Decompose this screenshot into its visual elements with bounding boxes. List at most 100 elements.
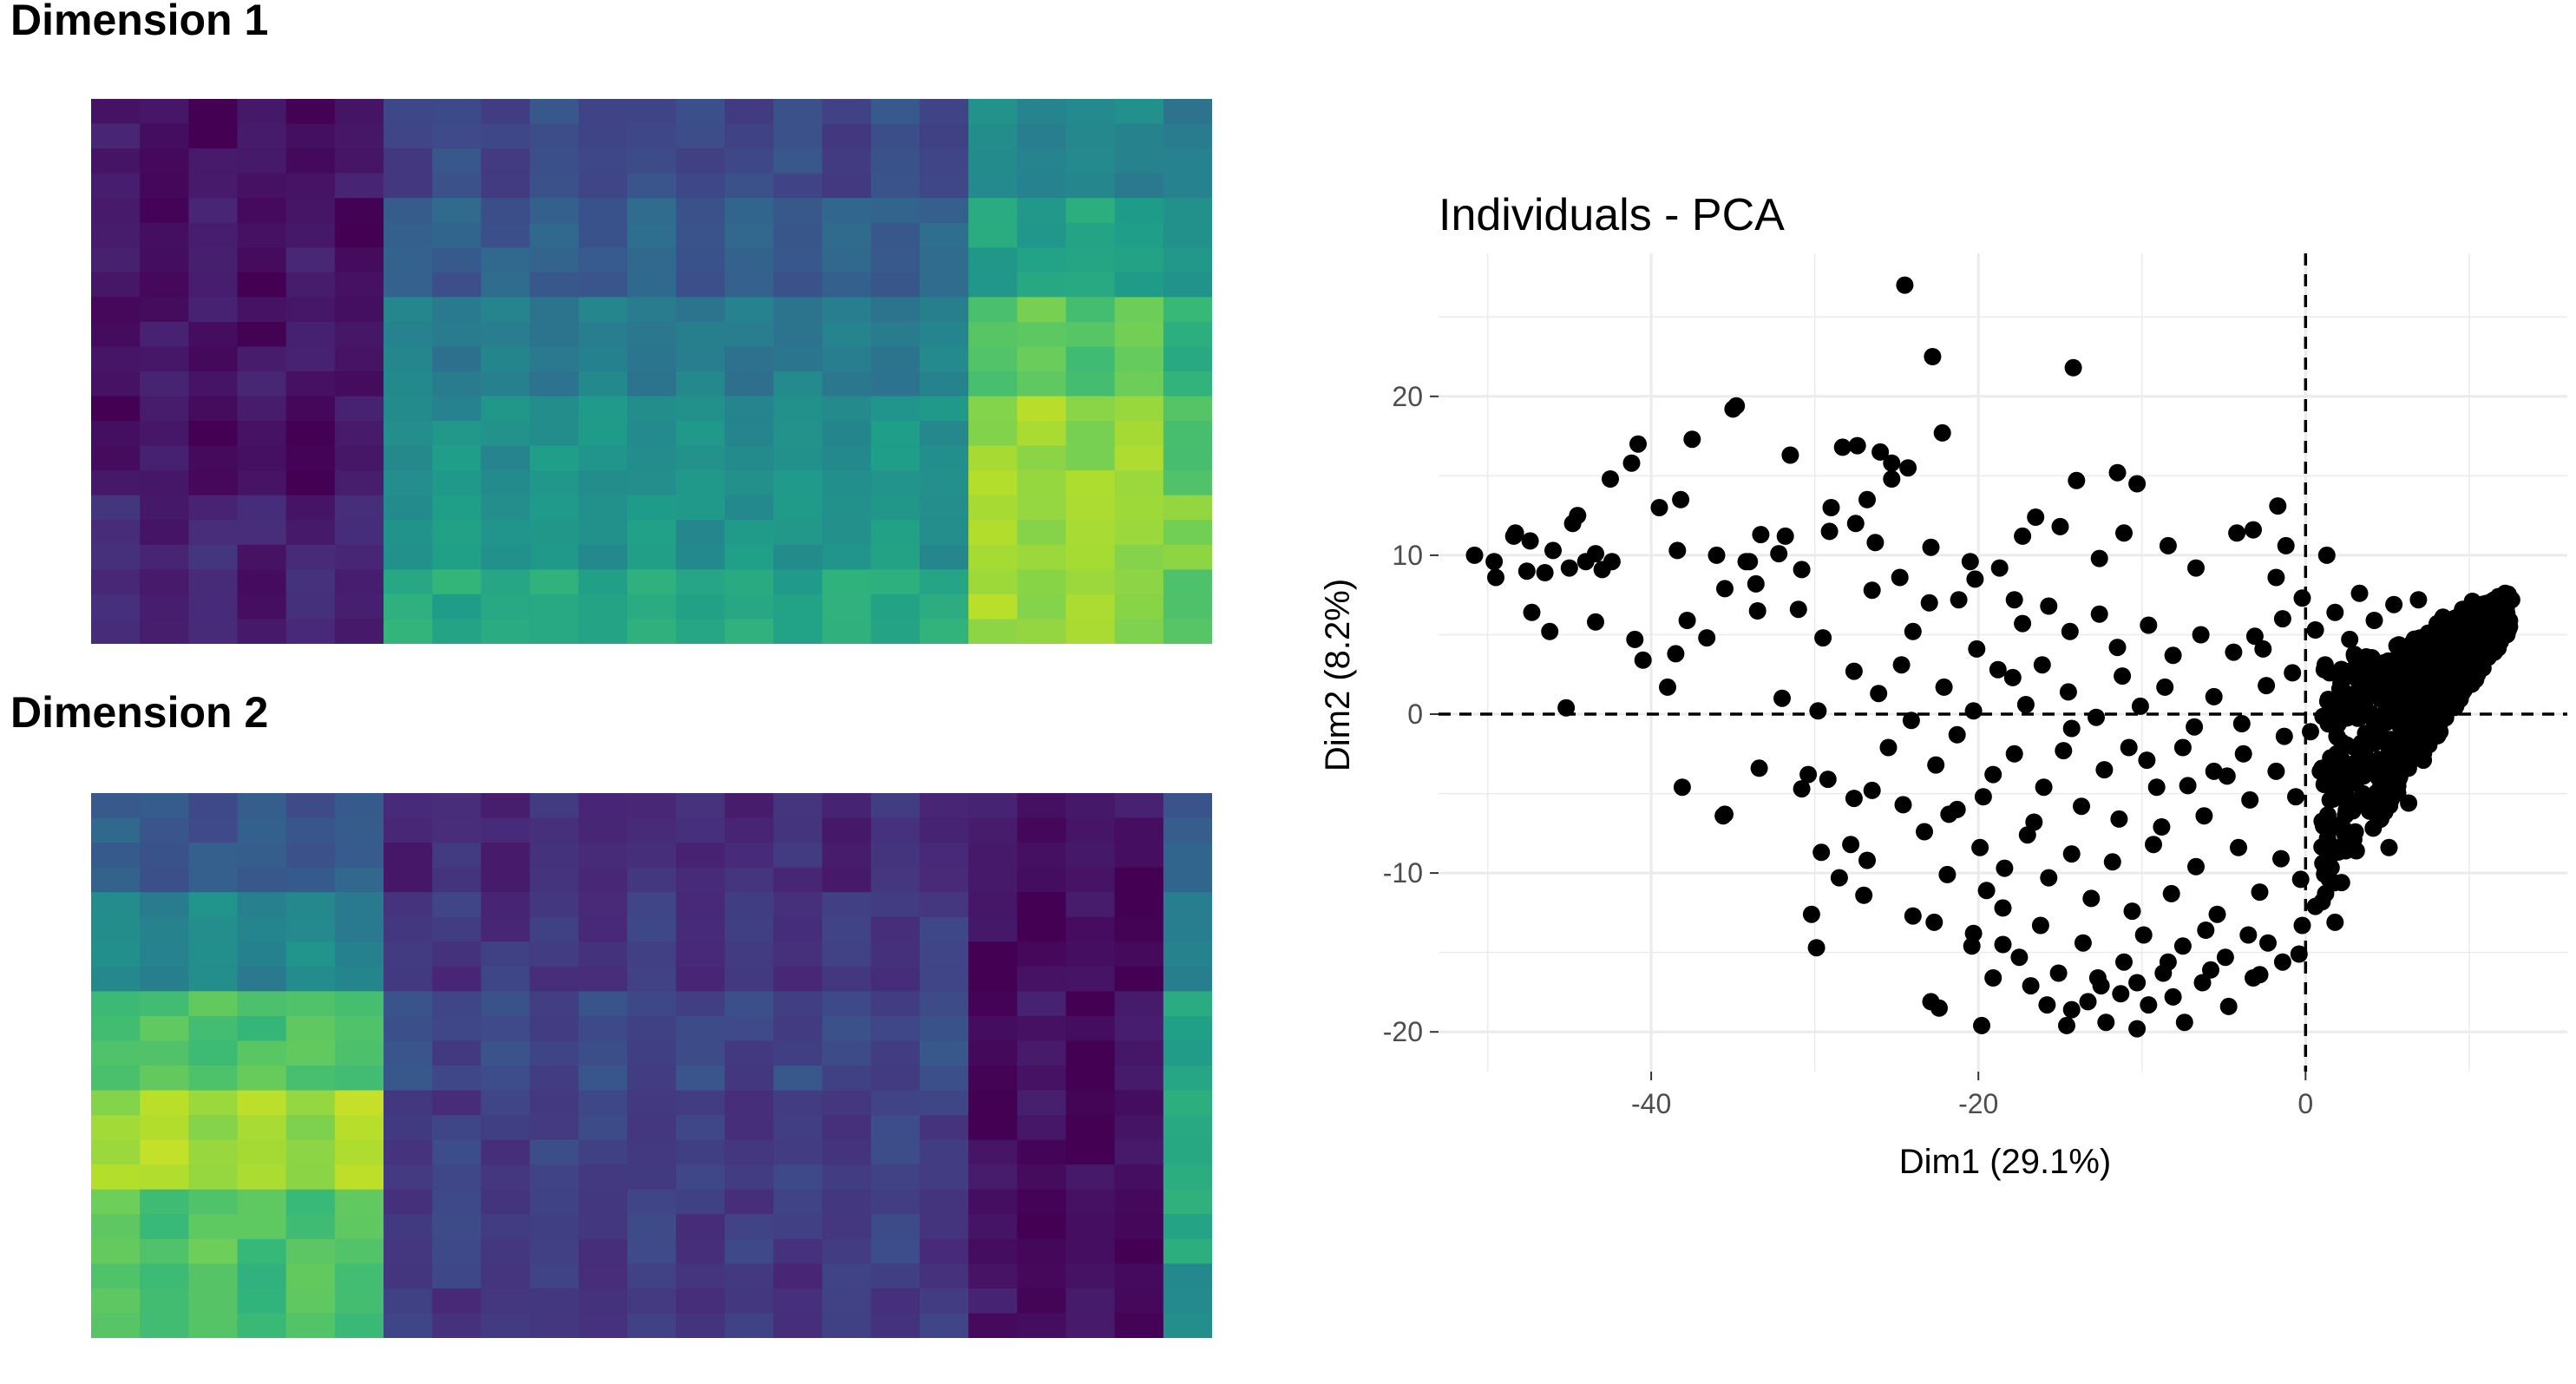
scatter-point: [2293, 916, 2311, 935]
heatmap-cell: [334, 941, 384, 967]
heatmap-cell: [529, 272, 580, 298]
heatmap-cell: [1065, 198, 1116, 224]
heatmap-cell: [383, 1214, 433, 1240]
scatter-point: [2345, 764, 2363, 783]
scatter-point: [2415, 692, 2434, 710]
heatmap-cell: [529, 1015, 580, 1042]
heatmap-cell: [188, 1090, 239, 1116]
heatmap-cell: [188, 1214, 239, 1240]
heatmap-cell: [822, 396, 872, 422]
scatter-point: [2360, 681, 2378, 699]
heatmap-cell: [626, 544, 677, 570]
heatmap-cell: [432, 495, 482, 521]
heatmap-cell: [626, 817, 677, 843]
heatmap-cell: [432, 966, 482, 992]
heatmap-cell: [237, 1238, 287, 1264]
heatmap-cell: [1017, 569, 1067, 595]
scatter-point: [2245, 969, 2262, 987]
y-tick-label: 20: [1392, 381, 1423, 412]
heatmap-cell: [481, 867, 531, 893]
heatmap-cell: [188, 470, 239, 496]
scatter-point: [1892, 656, 1911, 674]
heatmap-cell: [529, 1090, 580, 1116]
scatter-point: [1842, 836, 1860, 854]
heatmap-cell: [1163, 1263, 1212, 1289]
heatmap-cell: [1114, 1015, 1164, 1042]
scatter-point: [2234, 744, 2252, 763]
heatmap-cell: [1065, 470, 1116, 496]
heatmap-cell: [188, 272, 239, 298]
scatter-point: [1727, 397, 1746, 415]
scatter-point: [1626, 630, 1644, 648]
pca-scatter-plot: Individuals - PCA -40 -20 0 -20 -10 0 10 20 Dim…: [1319, 190, 2567, 1181]
scatter-point: [1517, 562, 1536, 580]
heatmap-cell: [1065, 1139, 1116, 1165]
heatmap-cell: [237, 991, 287, 1017]
heatmap-cell: [724, 843, 775, 869]
heatmap-cell: [1114, 247, 1164, 273]
heatmap-cell: [968, 867, 1018, 893]
heatmap-cell: [383, 1115, 433, 1141]
heatmap-cell: [724, 520, 775, 546]
heatmap-cell: [919, 1139, 969, 1165]
heatmap-cell: [676, 1066, 725, 1092]
heatmap-cell: [237, 99, 287, 125]
heatmap-cell: [1163, 544, 1212, 570]
heatmap-cell: [1017, 495, 1067, 521]
heatmap-cell: [578, 470, 628, 496]
heatmap-cell: [676, 222, 725, 248]
heatmap-cell: [1065, 346, 1116, 372]
heatmap-cell: [919, 991, 969, 1017]
heatmap-cell: [676, 966, 725, 992]
heatmap-cell: [578, 421, 628, 447]
heatmap-cell: [968, 346, 1018, 372]
heatmap-cell: [481, 371, 531, 397]
scatter-point: [1855, 886, 1873, 904]
heatmap-cell: [140, 1263, 189, 1289]
heatmap-cell: [237, 222, 287, 248]
heatmap-cell: [578, 867, 628, 893]
heatmap-cell: [626, 1015, 677, 1042]
heatmap-cell: [1017, 99, 1067, 125]
heatmap-cell: [1017, 198, 1067, 224]
scatter-point: [1748, 602, 1766, 620]
scatter-point: [1716, 580, 1734, 598]
heatmap-cell: [334, 1139, 384, 1165]
heatmap-cell: [383, 1164, 433, 1191]
heatmap-cell: [919, 867, 969, 893]
heatmap-cell: [676, 619, 725, 644]
heatmap-cell: [237, 445, 287, 471]
heatmap-cell: [626, 247, 677, 273]
scatter-point: [1968, 640, 1986, 658]
heatmap-cell: [1065, 916, 1116, 942]
heatmap-cell: [822, 1263, 872, 1289]
scatter-point: [2062, 719, 2081, 738]
heatmap-cell: [481, 817, 531, 843]
heatmap-cell: [383, 1139, 433, 1165]
heatmap-cell: [1017, 445, 1067, 471]
heatmap-cell: [140, 99, 189, 125]
heatmap-cell: [578, 1090, 628, 1116]
heatmap-cell: [919, 892, 969, 918]
heatmap-cell: [529, 1139, 580, 1165]
heatmap-cell: [481, 99, 531, 125]
heatmap-cell: [724, 272, 775, 298]
heatmap-cell: [919, 941, 969, 967]
scatter-point: [2162, 884, 2180, 902]
scatter-point: [2245, 521, 2262, 539]
heatmap-cell: [676, 321, 725, 348]
scatter-point: [2195, 807, 2213, 825]
scatter-point: [2446, 699, 2464, 717]
heatmap-cell: [773, 1263, 823, 1289]
heatmap-cell: [529, 346, 580, 372]
heatmap-cell: [870, 916, 921, 942]
heatmap-cell: [626, 1164, 677, 1191]
heatmap-cell: [285, 198, 336, 224]
scatter-point: [1925, 913, 1943, 931]
heatmap-cell: [724, 1238, 775, 1264]
heatmap-cell: [968, 916, 1018, 942]
scatter-point: [2068, 471, 2086, 489]
heatmap-cell: [1163, 916, 1212, 942]
heatmap-cell: [1017, 470, 1067, 496]
heatmap-cell: [773, 346, 823, 372]
